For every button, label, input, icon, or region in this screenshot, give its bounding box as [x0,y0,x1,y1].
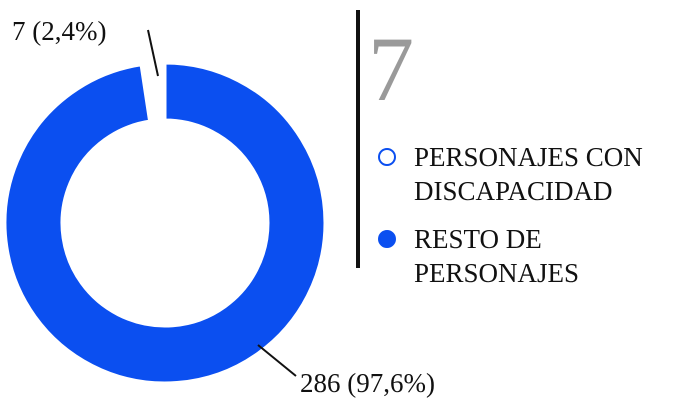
data-label: 286 (97,6%) [300,368,435,398]
legend-swatch [378,230,396,248]
leader-line [147,29,159,77]
legend: PERSONAJES CON DISCAPACIDAD RESTO DE PERS… [376,140,686,304]
leader-line [257,344,297,377]
legend-item: PERSONAJES CON DISCAPACIDAD [376,140,686,208]
legend-label: PERSONAJES CON DISCAPACIDAD [414,142,643,206]
data-label: 7 (2,4%) [12,16,106,46]
legend-label: RESTO DE PERSONAJES [414,224,580,288]
donut [3,61,327,385]
slice [3,61,327,385]
legend-item: RESTO DE PERSONAJES [376,222,686,290]
big-number: 7 [368,18,414,120]
legend-swatch [378,148,396,166]
